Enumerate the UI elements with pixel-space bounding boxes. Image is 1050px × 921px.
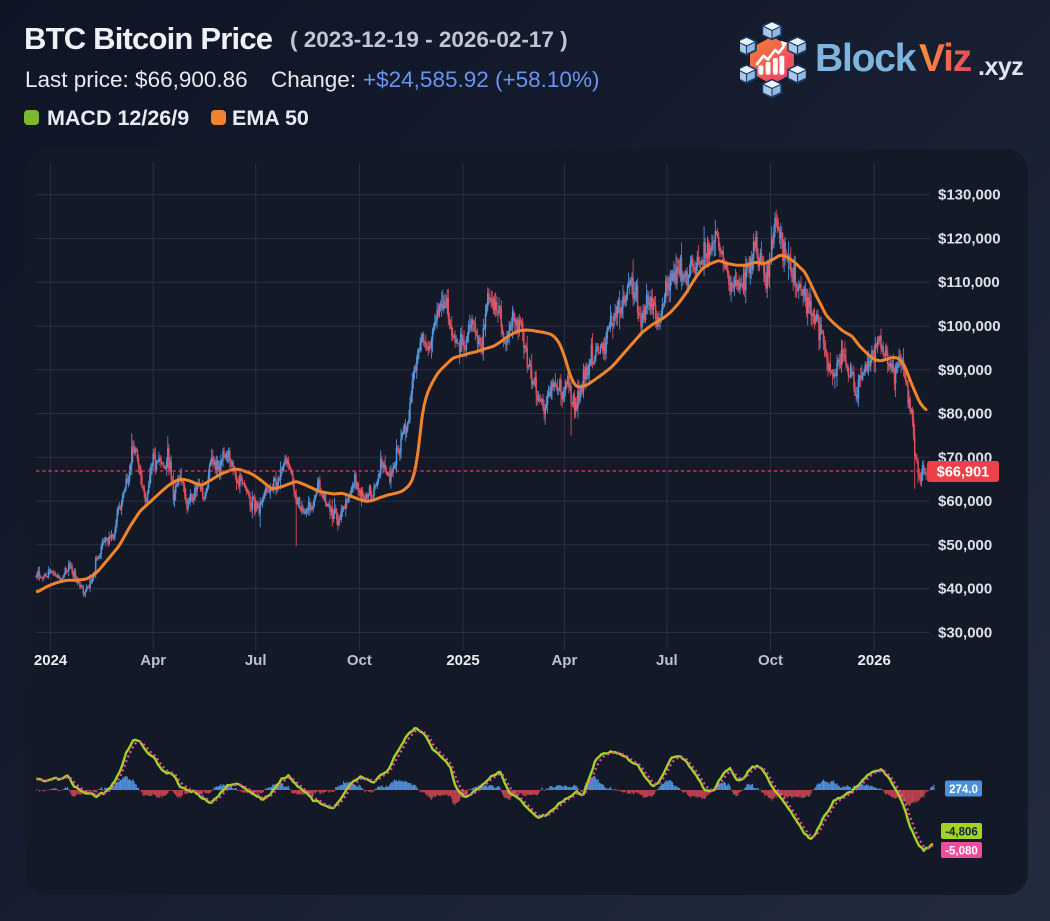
svg-text:$30,000: $30,000 xyxy=(938,624,992,641)
svg-text:$40,000: $40,000 xyxy=(938,581,992,598)
svg-text:2024: 2024 xyxy=(34,652,68,669)
svg-text:2025: 2025 xyxy=(446,652,479,669)
svg-text:$130,000: $130,000 xyxy=(938,187,1001,204)
svg-text:-4,806: -4,806 xyxy=(945,827,978,839)
svg-text:$60,000: $60,000 xyxy=(938,493,992,510)
svg-text:2026: 2026 xyxy=(858,652,891,669)
svg-text:$90,000: $90,000 xyxy=(938,362,992,379)
svg-text:Jul: Jul xyxy=(245,652,267,669)
svg-text:$110,000: $110,000 xyxy=(938,274,1000,291)
svg-text:$120,000: $120,000 xyxy=(938,231,1001,248)
svg-text:-5,080: -5,080 xyxy=(945,846,978,858)
svg-text:$100,000: $100,000 xyxy=(938,318,1001,335)
svg-text:Apr: Apr xyxy=(551,652,577,669)
svg-text:$66,901: $66,901 xyxy=(937,465,989,481)
svg-text:Oct: Oct xyxy=(758,652,783,669)
svg-text:$80,000: $80,000 xyxy=(938,406,992,423)
svg-text:$50,000: $50,000 xyxy=(938,537,992,554)
svg-text:Jul: Jul xyxy=(656,652,678,669)
svg-text:Oct: Oct xyxy=(347,652,372,669)
svg-text:274.0: 274.0 xyxy=(949,784,978,796)
svg-text:Apr: Apr xyxy=(140,652,166,669)
